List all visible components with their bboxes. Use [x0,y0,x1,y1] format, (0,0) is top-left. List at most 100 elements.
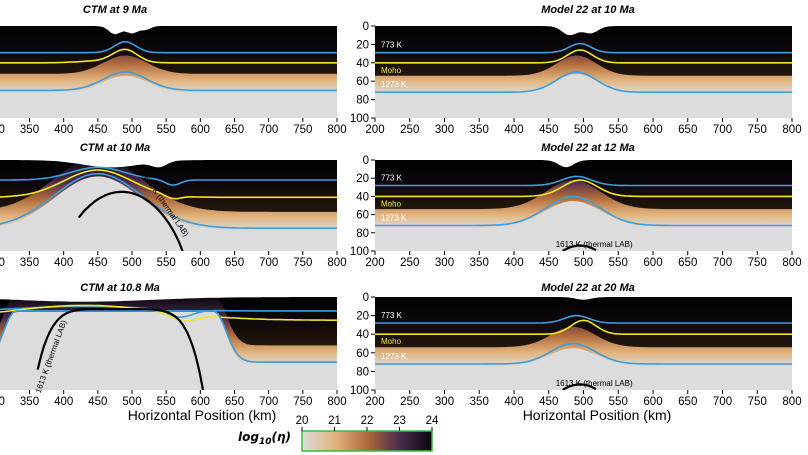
isotherm-773k-line [0,166,337,187]
label-773k: 773 K [381,41,403,50]
panel-3: 1613 K (thermal LAB)CTM at 10.8 Ma300350… [0,282,347,408]
upper-crust-field [0,297,337,346]
moho-line [375,49,792,64]
x-tick-label: 500 [574,257,593,269]
x-tick-label: 250 [400,124,419,136]
x-tick-label: 350 [470,124,489,136]
x-tick-label: 750 [748,396,767,408]
x-tick-label: 650 [225,396,244,408]
panel-1: CTM at 9 Ma 300 350 400 450 500 550 600 650 700 75… [0,4,347,136]
x-tick-label: 550 [157,396,176,408]
x-tick-label: 400 [504,124,523,136]
panel-title: Model 22 at 20 Ma [541,282,635,294]
air-layer [0,297,337,302]
thermal-lab-line [36,308,205,390]
x-tick-label: 600 [191,124,210,136]
x-tick-label: 250 [400,257,419,269]
panel-title: Model 22 at 10 Ma [541,4,635,16]
moho-line [0,169,337,200]
x-tick-label: 550 [609,257,628,269]
y-tick-label: 20 [356,173,369,185]
x-tick-label: 400 [54,257,73,269]
y-tick-label: 80 [356,366,369,378]
x-tick-label: 200 [365,396,384,408]
y-tick-label: 100 [350,113,369,125]
isotherm-1273k-line [375,342,792,365]
panel-5: 773 K Moho 1273 K 1613 K (thermal LAB) Model… [350,142,802,269]
x-tick-label: 200 [365,124,384,136]
x-tick-label: 450 [539,396,558,408]
thermal-lab-line [562,244,597,251]
x-tick-label: 350 [470,257,489,269]
x-tick-label: 650 [678,396,697,408]
x-tick-label: 750 [293,124,312,136]
label-1273k: 1273 K [381,352,407,361]
isotherm-1273k-line [0,310,337,363]
x-tick-label: 450 [88,257,107,269]
x-tick-label: 550 [157,257,176,269]
label-1273k: 1273 K [381,214,407,223]
colorbar-title: log10(η) [238,430,291,447]
x-tick-label: 500 [574,124,593,136]
panel-title: CTM at 9 Ma [83,4,147,16]
y-tick-label: 0 [363,21,369,33]
y-tick-label: 60 [356,76,369,88]
x-tick-label: 600 [191,396,210,408]
colorbar: log10(η) 20 21 22 23 24 [238,415,439,452]
x-tick-label: 400 [54,124,73,136]
x-tick-label: 600 [191,257,210,269]
moho-line [375,179,792,198]
label-moho: Moho [381,199,402,208]
label-moho: Moho [381,66,402,75]
x-tick-label: 250 [400,396,419,408]
panel-title: Model 22 at 12 Ma [541,142,635,154]
x-tick-label: 700 [259,257,278,269]
upper-crust-field [0,160,337,212]
x-tick-label: 550 [609,124,628,136]
isotherm-773k-line [375,314,792,324]
x-tick-label: 300 [435,396,454,408]
air-layer [375,26,792,36]
x-tick-label: 800 [327,124,346,136]
x-tick-label: 800 [327,257,346,269]
x-tick-label: 400 [504,257,523,269]
moho-line [0,48,337,64]
x-tick-label: 700 [713,124,732,136]
isotherm-1273k-line [375,71,792,93]
x-axis-label-right: Horizontal Position (km) [523,407,672,423]
x-tick-label: 450 [539,124,558,136]
x-tick-label: 300 [0,396,5,408]
x-tick-label: 200 [365,257,384,269]
x-tick-label: 650 [225,257,244,269]
x-tick-label: 300 [435,124,454,136]
isotherm-773k-line [375,42,792,54]
x-tick-label: 400 [504,396,523,408]
colorbar-tick-label: 21 [328,415,341,427]
x-tick-label: 700 [713,396,732,408]
y-tick-label: 80 [356,95,369,107]
colorbar-tick-label: 23 [393,415,406,427]
x-tick-label: 500 [122,396,141,408]
y-tick-label: 0 [363,292,369,304]
isotherm-773k-line [375,175,792,187]
x-tick-label: 550 [609,396,628,408]
x-tick-label: 800 [782,396,801,408]
thermal-lab-line [562,383,597,390]
x-tick-label: 350 [20,124,39,136]
isotherm-773k-line [0,40,337,54]
x-tick-label: 450 [88,124,107,136]
upper-crust-field [0,26,337,74]
label-773k: 773 K [381,311,403,320]
x-tick-label: 700 [259,124,278,136]
x-tick-label: 700 [713,257,732,269]
x-tick-label: 500 [122,124,141,136]
panel-6: 773 K Moho 1273 K 1613 K (thermal LAB) Model… [350,282,802,408]
panel-title: CTM at 10.8 Ma [80,282,159,294]
y-tick-label: 0 [363,155,369,167]
thermal-lab-line [77,190,184,251]
x-tick-label: 300 [435,257,454,269]
colorbar-tick-label: 22 [361,415,374,427]
y-tick-label: 20 [356,39,369,51]
